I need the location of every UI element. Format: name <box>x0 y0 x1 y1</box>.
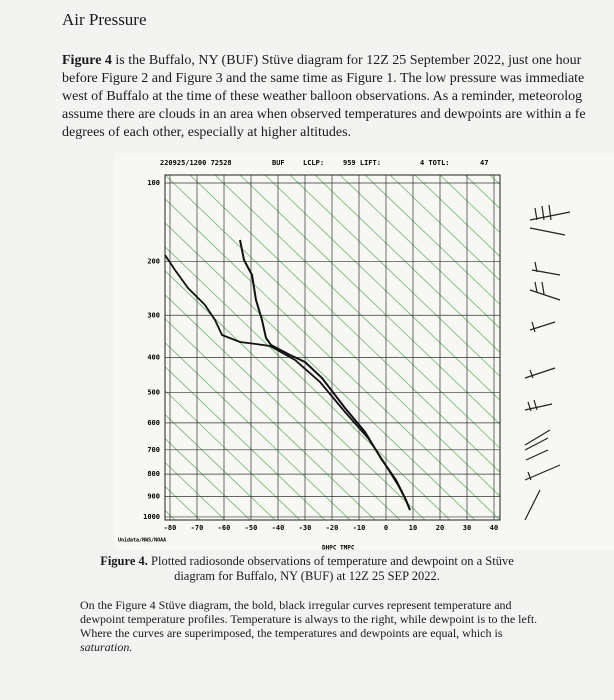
temperature-label: 20 <box>436 524 444 532</box>
dry-adiabat <box>165 437 251 520</box>
text-line: dewpoint temperature profiles. Temperatu… <box>80 612 538 626</box>
dry-adiabat <box>314 175 500 353</box>
dry-adiabat <box>264 175 500 401</box>
temperature-label: -80 <box>164 524 177 532</box>
text-line: assume there are clouds in an area when … <box>62 107 586 123</box>
dry-adiabat <box>389 175 500 281</box>
text: is the Buffalo, NY (BUF) Stüve diagram f… <box>115 53 582 68</box>
text: before Figure 2 and Figure 3 and the sam… <box>62 71 585 86</box>
diagram-header: BUF <box>272 159 285 167</box>
dewpoint-profile <box>164 254 411 511</box>
text: degrees of each other, especially at hig… <box>62 125 352 140</box>
temperature-label: 40 <box>490 524 498 532</box>
temperature-label: 10 <box>409 524 417 532</box>
temperature-label: -60 <box>218 524 231 532</box>
dry-adiabat <box>165 270 426 520</box>
dry-adiabat <box>214 175 500 449</box>
text-line: Where the curves are superimposed, the t… <box>80 626 503 640</box>
dry-adiabat <box>165 414 276 520</box>
pressure-label: 500 <box>147 388 160 396</box>
dry-adiabat <box>165 175 500 497</box>
dry-adiabat <box>189 175 500 473</box>
text: Plotted radiosonde observations of tempe… <box>151 554 514 568</box>
text-line: degrees of each other, especially at hig… <box>62 125 351 141</box>
text-line: west of Buffalo at the time of these wea… <box>62 89 582 105</box>
dry-adiabat <box>165 318 376 520</box>
pressure-label: 100 <box>147 179 160 187</box>
temperature-label: -70 <box>191 524 204 532</box>
bold-lead: Figure 4 <box>62 53 112 68</box>
dry-adiabat <box>165 222 476 520</box>
diagram-header: 959 LIFT: <box>343 159 381 167</box>
temperature-label: 30 <box>463 524 471 532</box>
diagram-header: 4 TOTL: <box>420 159 450 167</box>
figure-background <box>115 153 614 550</box>
dry-adiabat <box>289 175 500 377</box>
axis-note: DHPC TMPC <box>322 545 355 551</box>
temperature-label: -50 <box>245 524 258 532</box>
temperature-label: 0 <box>384 524 388 532</box>
plot-frame <box>164 174 501 521</box>
section-title: Air Pressure <box>62 10 147 29</box>
diagram-header: LCLP: <box>303 159 324 167</box>
dry-adiabat <box>239 175 500 425</box>
dry-adiabat <box>414 175 500 258</box>
credit: Unidata/NWS/NOAA <box>118 538 166 544</box>
temperature-label: -20 <box>326 524 339 532</box>
italic-term: saturation. <box>80 640 133 654</box>
dry-adiabat <box>165 366 326 520</box>
pressure-label: 800 <box>147 470 160 478</box>
dry-adiabat <box>364 175 500 305</box>
temperature-label: -10 <box>353 524 366 532</box>
diagram-header: 47 <box>480 159 488 167</box>
pressure-label: 300 <box>147 311 160 319</box>
pressure-label: 700 <box>147 446 160 454</box>
caption-line: Figure 4. Plotted radiosonde observation… <box>0 554 614 569</box>
text-line: Figure 4 is the Buffalo, NY (BUF) Stüve … <box>62 53 581 69</box>
wind-barbs <box>524 204 571 521</box>
diagram-header: 220925/1200 72528 <box>160 159 232 167</box>
dry-adiabat <box>339 175 500 329</box>
pressure-label: 900 <box>147 492 160 500</box>
caption-line: diagram for Buffalo, NY (BUF) at 12Z 25 … <box>0 569 614 584</box>
dry-adiabat <box>165 246 451 520</box>
text: diagram for Buffalo, NY (BUF) at 12Z 25 … <box>174 569 440 583</box>
text: assume there are clouds in an area when … <box>62 107 586 122</box>
text-line: On the Figure 4 Stüve diagram, the bold,… <box>80 598 512 612</box>
dry-adiabat <box>165 294 401 520</box>
pressure-label: 1000 <box>143 513 160 521</box>
text-line: before Figure 2 and Figure 3 and the sam… <box>62 71 584 87</box>
pressure-label: 400 <box>147 353 160 361</box>
dry-adiabat <box>165 390 301 520</box>
pressure-label: 200 <box>147 258 160 266</box>
bold-lead: Figure 4. <box>100 554 148 568</box>
temperature-label: -30 <box>299 524 312 532</box>
temperature-label: -40 <box>272 524 285 532</box>
pressure-label: 600 <box>147 419 160 427</box>
text: west of Buffalo at the time of these wea… <box>62 89 583 104</box>
